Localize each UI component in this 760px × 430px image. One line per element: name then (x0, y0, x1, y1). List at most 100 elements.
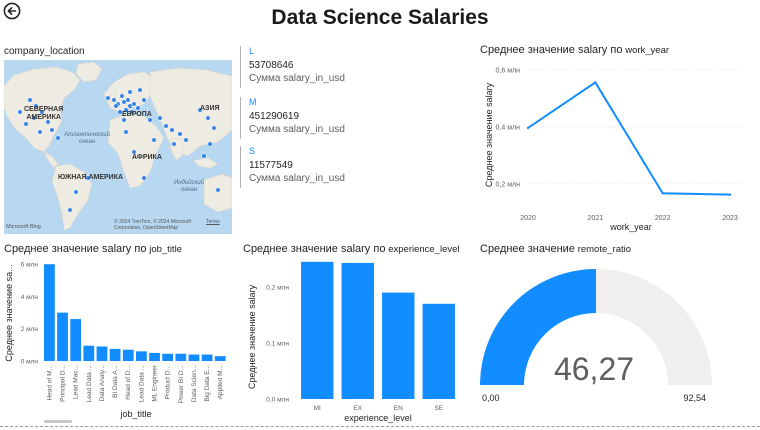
gauge-title: Среднее значение remote_ratio (480, 243, 632, 255)
experience-bar-chart[interactable]: 0,0 млн 0,1 млн 0,2 млн MI EX EN SE experience_… (243, 255, 475, 427)
map-location-dot (177, 131, 183, 137)
map-attribution: © 2024 TomTom, © 2024 Microsoft Corporat… (114, 219, 192, 231)
map-location-dot (113, 103, 119, 109)
bar (57, 312, 68, 361)
map-visual[interactable]: company_location С (4, 46, 232, 236)
page-bottom-divider (0, 426, 760, 427)
kpi-label: Сумма salary_in_usd (249, 124, 345, 135)
kpi-value: 11577549 (249, 160, 293, 171)
map-terms-link[interactable]: Terms (206, 219, 220, 225)
map-location-dot (183, 137, 189, 143)
x-tick-label: Principal D... (60, 365, 67, 402)
map-location-dot (215, 187, 221, 193)
experience-chart-title: Среднее значение salary по experience_le… (243, 243, 460, 255)
kpi-value: 53708646 (249, 60, 294, 71)
kpi-item-l[interactable]: L 53708646 Сумма salary_in_usd (240, 46, 440, 88)
gauge-min-label: 0,00 (482, 393, 500, 403)
map-location-dot (127, 103, 133, 109)
bar (162, 353, 174, 361)
gauge-max-label: 92,54 (683, 393, 706, 403)
gauge-value: 46,27 (554, 351, 634, 387)
y-tick-label: 0,1 млн (266, 341, 289, 348)
y-axis-title: Среднее значение sa... (4, 264, 14, 361)
map-location-dot (157, 115, 163, 121)
kpi-item-s[interactable]: S 11577549 Сумма salary_in_usd (240, 146, 440, 188)
y-tick-label: 0,2 млн (496, 181, 521, 188)
map-location-dot (119, 93, 125, 99)
map-location-dot (117, 109, 123, 115)
x-axis-title: work_year (609, 222, 652, 232)
line-chart-visual[interactable]: Среднее значение salary по work_year 0,2… (480, 44, 756, 236)
kpi-label: Сумма salary_in_usd (249, 73, 345, 84)
y-tick-label: 0 млн (21, 359, 39, 366)
map-location-dot (211, 125, 217, 131)
map-location-dot (151, 137, 157, 143)
map-label-north-america: СЕВЕРНАЯ АМЕРИКА (24, 106, 64, 121)
x-tick-label: Head of D... (125, 365, 132, 400)
x-axis-title: experience_level (344, 413, 412, 423)
map-location-dot (67, 207, 73, 213)
kpi-item-m[interactable]: M 451290619 Сумма salary_in_usd (240, 97, 440, 139)
series-line (527, 81, 731, 196)
line-chart-title: Среднее значение salary по work_year (480, 44, 670, 56)
world-map[interactable] (4, 60, 232, 234)
bar (201, 354, 213, 361)
job-title-chart-visual[interactable]: Среднее значение salary по job_title 0 м… (4, 243, 236, 423)
map-location-dot (131, 149, 137, 155)
map-location-dot (27, 97, 33, 103)
bar (136, 351, 147, 361)
y-tick-label: 0,0 млн (266, 397, 289, 404)
map-location-dot (171, 141, 177, 147)
map-location-dot (125, 97, 131, 103)
kpi-label: Сумма salary_in_usd (249, 173, 345, 184)
data-point (594, 81, 597, 84)
x-tick-label: Data Scien... (191, 365, 198, 402)
horizontal-scrollbar[interactable] (44, 420, 72, 423)
y-axis-title: Среднее значение salary (484, 82, 494, 187)
map-location-dot (123, 107, 129, 113)
map-location-dot (137, 87, 143, 93)
map-location-dot (31, 115, 37, 121)
x-tick-label: Lead Data ... (138, 365, 145, 402)
line-chart[interactable]: 0,2 млн 0,4 млн 0,6 млн 2020 2021 2022 2023 wor… (480, 58, 756, 236)
kpi-card-list: L 53708646 Сумма salary_in_usd M 4512906… (240, 46, 470, 188)
x-tick-label: Head of M... (46, 365, 53, 401)
y-axis-title: Среднее значение salary (247, 284, 257, 389)
x-tick-label: BI Data A... (112, 365, 119, 398)
x-tick-label: 2023 (722, 215, 738, 222)
map-location-dot (141, 175, 147, 181)
map-label-south-america: ЮЖНАЯ АМЕРИКА (58, 174, 124, 181)
bar (122, 349, 134, 361)
bar (175, 353, 187, 361)
map-label-europe: ЕВРОПА (122, 111, 152, 118)
map-location-dot (169, 127, 175, 133)
map-location-dot (73, 189, 79, 195)
page-title: Data Science Salaries (271, 6, 489, 29)
map-location-dot (105, 95, 111, 101)
remote-ratio-gauge[interactable]: 46,27 0,00 92,54 (480, 255, 756, 423)
x-tick-label: Lead Mac... (73, 365, 80, 399)
map-location-dot (129, 109, 135, 115)
kpi-category: M (249, 97, 257, 107)
map-location-dot (163, 123, 169, 129)
x-tick-label: Data Analy... (99, 365, 106, 402)
x-tick-label: Power BI D... (178, 365, 185, 403)
map-label-asia: АЗИЯ (200, 105, 220, 112)
map-location-dot (111, 97, 117, 103)
x-tick-label: MI (314, 405, 321, 412)
y-tick-label: 2 млн (21, 326, 39, 333)
map-location-dot (37, 129, 43, 135)
map-location-dot (131, 101, 137, 107)
map-location-dot (85, 175, 91, 181)
map-location-dot (201, 153, 207, 159)
kpi-category: L (249, 46, 255, 56)
data-point (728, 193, 732, 196)
bar (188, 354, 200, 361)
bar (109, 348, 121, 361)
x-tick-label: Product D... (165, 365, 172, 400)
gauge-visual[interactable]: Среднее значение remote_ratio 46,27 0,00… (480, 243, 756, 423)
map-location-dot (207, 141, 213, 147)
experience-chart-visual[interactable]: Среднее значение salary по experience_le… (243, 243, 475, 427)
job-title-bar-chart[interactable]: 0 млн 2 млн 4 млн 6 млн Head of M... Principa… (4, 255, 236, 423)
back-arrow-icon[interactable] (3, 2, 21, 20)
